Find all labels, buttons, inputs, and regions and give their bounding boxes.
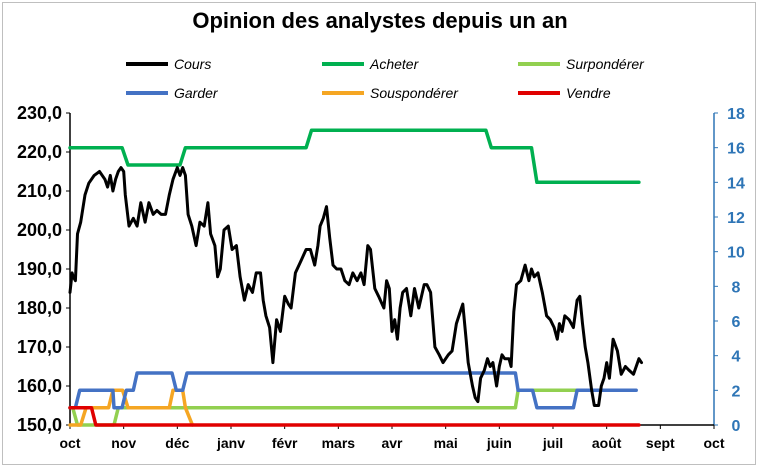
x-axis-tick-label: mars	[322, 435, 356, 451]
left-axis-tick-label: 190,0	[17, 259, 62, 279]
series-line-vendre	[68, 405, 641, 427]
series-line-surponderer	[68, 388, 579, 427]
chart-series	[68, 128, 643, 427]
legend-item-vendre: Vendre	[518, 85, 611, 101]
legend-item-souspondérer: Souspondérer	[322, 85, 458, 101]
series-line-acheter	[68, 128, 641, 185]
legend-swatch-vendre	[518, 91, 560, 95]
legend-swatch-acheter	[322, 62, 364, 66]
legend-label-cours: Cours	[174, 56, 212, 72]
right-axis-tick-label: 14	[727, 175, 745, 192]
legend-label-acheter: Acheter	[370, 56, 419, 72]
legend-swatch-surponderer	[518, 62, 560, 66]
right-axis-tick-label: 0	[732, 418, 741, 435]
x-axis-tick-label: sept	[646, 435, 675, 451]
legend-swatch-cours	[126, 62, 168, 66]
chart-axes	[66, 112, 718, 429]
left-axis-tick-label: 180,0	[17, 298, 62, 318]
left-axis-tick-label: 160,0	[17, 376, 62, 396]
right-axis-tick-label: 12	[727, 210, 745, 227]
right-axis-tick-label: 2	[732, 383, 741, 400]
chart-frame	[2, 2, 756, 465]
chart-title: Opinion des analystes depuis un an	[192, 8, 568, 33]
left-axis-tick-label: 200,0	[17, 220, 62, 240]
right-axis-tick-label: 16	[727, 141, 745, 158]
x-axis-tick-label: oct	[704, 435, 725, 451]
series-line-cours	[68, 166, 643, 407]
x-axis-tick-label: oct	[60, 435, 81, 451]
x-axis-tick-label: juin	[486, 435, 512, 451]
x-axis-tick-label: déc	[165, 435, 189, 451]
right-axis-tick-label: 8	[732, 279, 741, 296]
series-line-garder	[68, 371, 638, 410]
x-axis-tick-label: mai	[434, 435, 458, 451]
legend-swatch-garder	[126, 91, 168, 95]
left-axis-tick-label: 210,0	[17, 181, 62, 201]
right-axis-tick-label: 6	[732, 314, 741, 331]
legend-item-surponderer: Surpondérer	[518, 56, 644, 72]
left-axis-tick-label: 230,0	[17, 103, 62, 123]
x-axis-tick-label: févr	[272, 435, 298, 451]
x-axis-tick-label: août	[592, 435, 622, 451]
x-axis-tick-label: janv	[216, 435, 245, 451]
left-axis-tick-label: 150,0	[17, 415, 62, 435]
legend-item-cours: Cours	[126, 56, 211, 72]
right-axis-tick-label: 4	[732, 349, 741, 366]
right-axis-tick-label: 18	[727, 106, 745, 123]
chart-tick-labels: 150,0 160,0 170,0 180,0 190,0 200,0 210,0 220,0…	[17, 103, 745, 451]
legend-label-garder: Garder	[174, 85, 218, 101]
right-axis-tick-label: 10	[727, 245, 745, 262]
x-axis-tick-label: juil	[542, 435, 563, 451]
x-axis-tick-label: avr	[381, 435, 403, 451]
x-axis-tick-label: nov	[111, 435, 136, 451]
legend-label-sousponderer: Souspondérer	[370, 85, 458, 101]
legend-item-acheter: Acheter	[322, 56, 418, 72]
legend-label-vendre: Vendre	[566, 85, 611, 101]
left-axis-tick-label: 170,0	[17, 337, 62, 357]
left-axis-tick-label: 220,0	[17, 142, 62, 162]
legend-item-garder: Garder	[126, 85, 218, 101]
legend-swatch-sousponderer	[322, 91, 364, 95]
legend-label-surponderer: Surpondérer	[566, 56, 644, 72]
